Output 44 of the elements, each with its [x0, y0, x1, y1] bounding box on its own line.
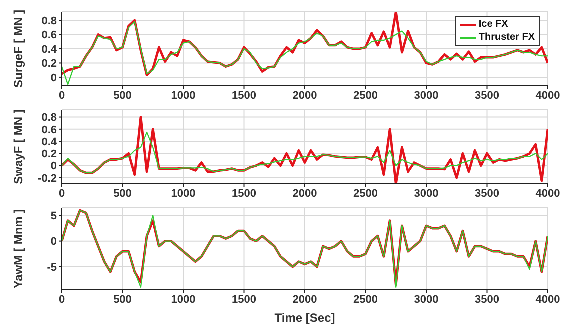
y-tick-label: 0.4	[42, 44, 58, 56]
x-tick-label: 1500	[232, 294, 256, 306]
y-tick-label: 0.8	[42, 112, 57, 124]
x-tick-label: 2000	[292, 294, 318, 306]
y-tick-label: 0.6	[42, 30, 57, 42]
y-tick-label: 0.2	[42, 148, 57, 161]
x-tick-label: 3500	[475, 90, 500, 102]
x-tick-label: 2500	[354, 90, 378, 102]
x-tick-label: 3000	[414, 188, 439, 200]
y-tick-label: 0	[50, 72, 57, 84]
y-axis-title: SurgeF [ MN ]	[11, 10, 26, 88]
y-axis-title: SwayF [ MN ]	[11, 110, 26, 184]
x-tick-label: 2500	[354, 188, 378, 200]
x-tick-label: 4000	[536, 188, 560, 200]
y-axis-title: YawM [ Mnm ]	[11, 209, 26, 289]
x-tick-label: 4000	[536, 90, 560, 102]
y-tick-label: 0.2	[42, 58, 57, 70]
x-tick-label: 500	[114, 188, 132, 200]
x-tick-label: 500	[114, 294, 132, 306]
y-tick-label: 0	[50, 160, 57, 173]
y-tick-label: 5	[50, 210, 57, 223]
y-tick-label: 0	[50, 236, 57, 248]
y-tick-label: 0.8	[42, 15, 57, 28]
legend-label: Ice FX	[478, 18, 508, 31]
x-tick-label: 3500	[475, 294, 500, 306]
x-tick-label: 2500	[354, 294, 378, 306]
y-tick-label: -0.2	[38, 172, 57, 185]
y-tick-label: -5	[47, 262, 57, 274]
x-tick-label: 1000	[171, 90, 196, 102]
x-tick-label: 3500	[475, 188, 500, 200]
x-tick-label: 4000	[536, 294, 560, 306]
x-tick-label: 1000	[171, 294, 196, 306]
legend-label: Thruster FX	[478, 31, 535, 44]
x-tick-label: 2000	[292, 188, 318, 200]
x-tick-label: 3000	[414, 294, 439, 306]
x-tick-label: 2000	[292, 90, 318, 102]
x-tick-label: 1500	[232, 90, 256, 102]
x-tick-label: 1000	[171, 188, 196, 200]
x-tick-label: 3000	[414, 90, 439, 102]
y-tick-label: 0.6	[42, 124, 57, 136]
line-series	[62, 132, 548, 174]
y-tick-label: 0.4	[42, 136, 58, 148]
x-tick-label: 1500	[232, 188, 256, 200]
x-tick-label: 500	[114, 90, 132, 102]
